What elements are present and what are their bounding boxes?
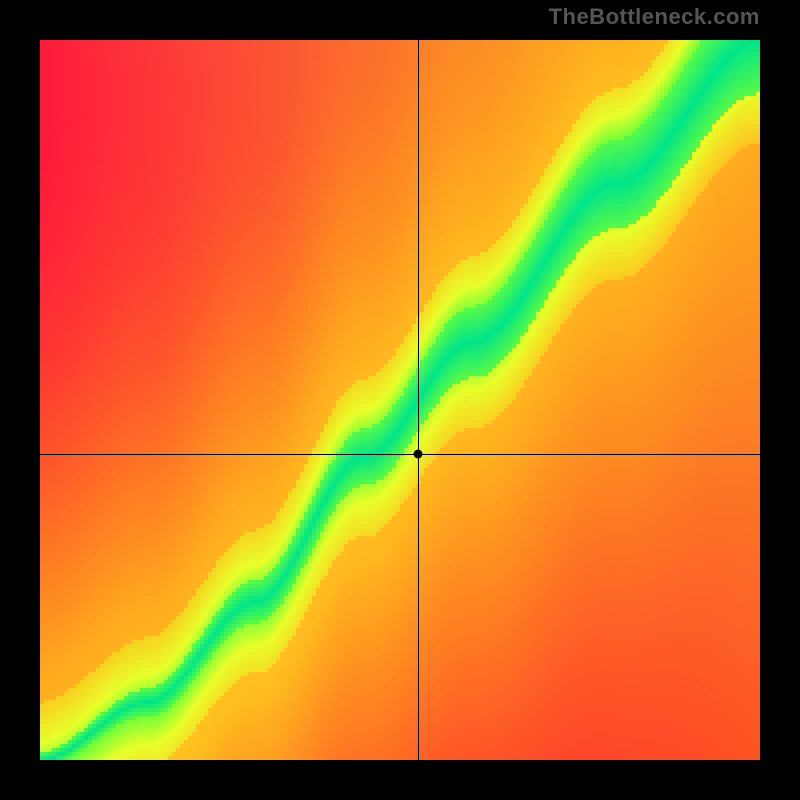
crosshair-vertical (418, 40, 419, 760)
heatmap-canvas (40, 40, 760, 760)
chart-frame: TheBottleneck.com (0, 0, 800, 800)
crosshair-dot (414, 450, 423, 459)
crosshair-horizontal (40, 454, 760, 455)
watermark-text: TheBottleneck.com (549, 4, 760, 30)
plot-area (40, 40, 760, 760)
